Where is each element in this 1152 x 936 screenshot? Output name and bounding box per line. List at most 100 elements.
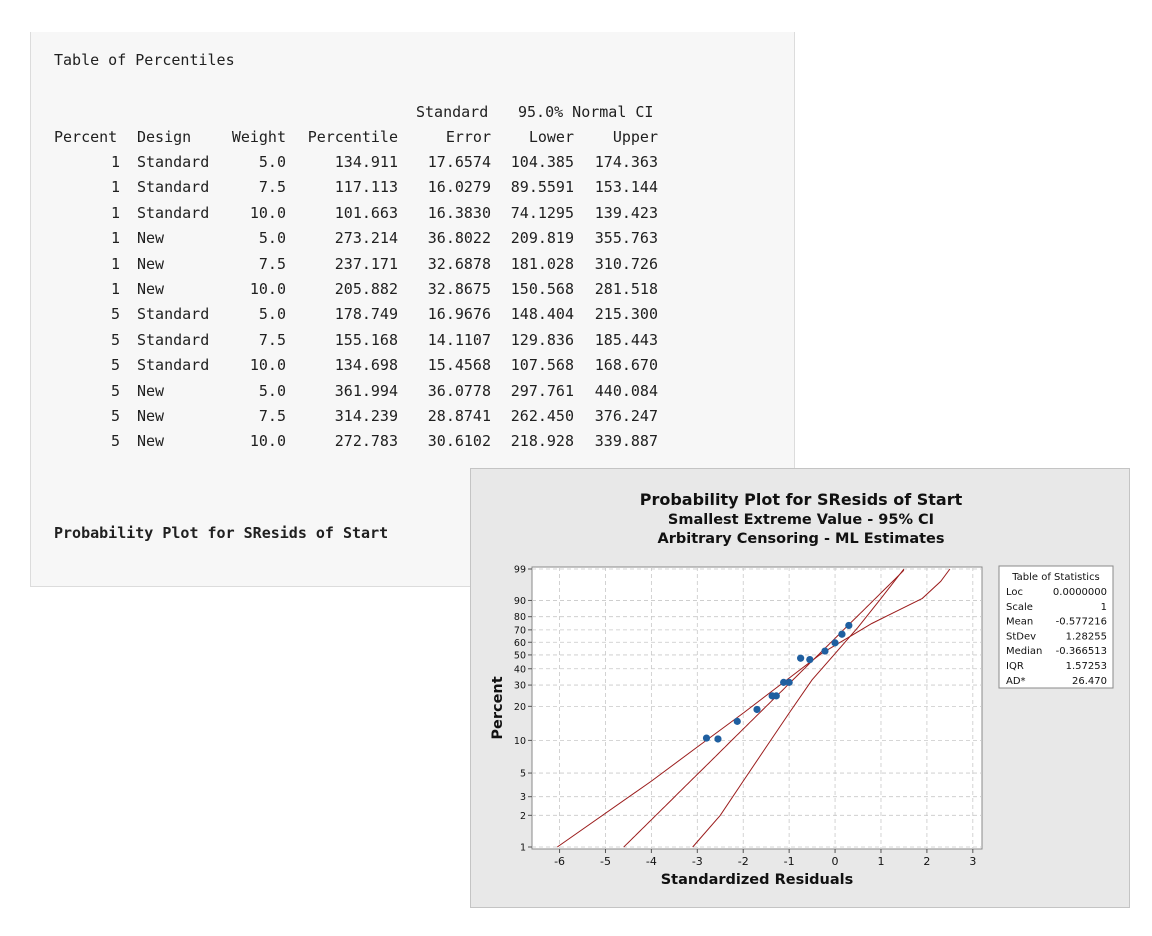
data-point xyxy=(702,734,711,742)
cell-percent: 5 xyxy=(110,432,120,451)
probability-plot: Probability Plot for SResids of Start Sm… xyxy=(490,490,1114,888)
statistics-title: Table of Statistics xyxy=(1011,572,1100,583)
y-tick-label: 2 xyxy=(520,811,526,822)
cell-error: 36.0778 xyxy=(427,381,491,400)
cell-error: 16.9676 xyxy=(427,305,491,324)
x-tick-label: -2 xyxy=(738,855,749,868)
cell-upper: 174.363 xyxy=(594,153,658,171)
col-header-lower: Lower xyxy=(528,128,574,146)
y-tick-label: 5 xyxy=(520,769,526,780)
cell-lower: 148.404 xyxy=(510,305,574,324)
statistic-value: -0.577216 xyxy=(1056,617,1107,628)
col-header-percent: Percent xyxy=(54,128,118,146)
header-ci: 95.0% Normal CI xyxy=(518,103,654,121)
grid-lines xyxy=(532,567,982,849)
x-tick-label: -4 xyxy=(646,855,657,868)
cell-weight: 5.0 xyxy=(258,305,286,324)
cell-design: New xyxy=(137,381,165,400)
statistic-value: -0.366513 xyxy=(1056,646,1107,657)
data-point xyxy=(753,705,761,714)
cell-percent: 1 xyxy=(110,153,120,171)
table-title: Table of Percentiles xyxy=(54,51,235,69)
cell-lower: 74.1295 xyxy=(510,203,574,222)
header-standard: Standard xyxy=(416,103,489,121)
cell-design: Standard xyxy=(137,356,210,375)
statistics-box xyxy=(998,565,1114,689)
statistic-label: IQR xyxy=(1006,661,1024,672)
cell-design: New xyxy=(137,254,165,273)
fitted-line xyxy=(623,569,905,848)
data-points xyxy=(702,621,853,743)
cell-percent: 5 xyxy=(110,330,120,349)
session-window: Table of Percentiles Standard 95.0% Norm… xyxy=(30,32,795,587)
cell-weight: 7.5 xyxy=(258,254,286,273)
cell-lower: 262.450 xyxy=(510,407,574,425)
cell-upper: 376.247 xyxy=(594,407,658,425)
cell-design: Standard xyxy=(137,305,210,324)
cell-weight: 5.0 xyxy=(258,381,286,400)
ci-band-lower xyxy=(557,568,951,848)
statistic-value: 1.57253 xyxy=(1066,661,1107,672)
statistic-value: 26.470 xyxy=(1072,676,1107,687)
ci-band-upper xyxy=(692,568,905,848)
statistic-label: StDev xyxy=(1006,631,1036,642)
x-tick-label: -3 xyxy=(692,855,703,868)
cell-percentile: 361.994 xyxy=(334,381,398,400)
x-axis-label: Standardized Residuals xyxy=(661,872,854,888)
statistic-label: Mean xyxy=(1006,617,1033,628)
cell-upper: 355.763 xyxy=(594,229,658,248)
y-tick-label: 90 xyxy=(514,596,526,607)
data-point xyxy=(772,692,780,700)
cell-upper: 440.084 xyxy=(594,381,658,400)
cell-weight: 7.5 xyxy=(258,407,286,425)
y-tick-label: 50 xyxy=(514,650,526,661)
cell-error: 16.3830 xyxy=(427,203,491,222)
statistic-label: Loc xyxy=(1006,587,1023,598)
cell-lower: 89.5591 xyxy=(510,178,574,197)
cell-percent: 1 xyxy=(110,203,120,222)
y-tick-label: 3 xyxy=(520,792,526,803)
cell-lower: 129.836 xyxy=(510,330,574,349)
cell-percent: 5 xyxy=(110,305,120,324)
cell-percentile: 314.239 xyxy=(334,407,398,425)
cell-percent: 5 xyxy=(110,356,120,375)
cell-design: New xyxy=(137,432,165,451)
cell-design: New xyxy=(137,229,165,248)
data-point xyxy=(797,654,805,662)
cell-error: 28.8741 xyxy=(427,407,491,425)
cell-weight: 10.0 xyxy=(249,432,286,451)
graph-window[interactable]: Probability Plot for SResids of Start Sm… xyxy=(470,468,1130,908)
cell-error: 16.0279 xyxy=(427,178,491,197)
cell-percent: 1 xyxy=(110,229,120,248)
cell-lower: 150.568 xyxy=(510,280,574,298)
cell-error: 15.4568 xyxy=(427,356,491,375)
data-point xyxy=(838,630,846,638)
cell-design: New xyxy=(137,280,165,298)
data-point xyxy=(831,639,839,647)
col-header-percentile: Percentile xyxy=(307,128,398,146)
y-tick-label: 1 xyxy=(520,843,526,854)
y-tick-label: 20 xyxy=(514,702,526,713)
cell-lower: 104.385 xyxy=(510,153,574,171)
cell-percent: 1 xyxy=(110,280,120,298)
cell-percentile: 205.882 xyxy=(334,280,398,298)
cell-design: Standard xyxy=(137,153,210,171)
cell-upper: 215.300 xyxy=(594,305,658,324)
cell-design: New xyxy=(137,407,165,425)
y-tick-label: 99 xyxy=(514,565,526,576)
cell-weight: 5.0 xyxy=(258,153,286,171)
data-point xyxy=(780,678,788,686)
statistic-value: 0.0000000 xyxy=(1053,587,1107,598)
statistic-label: Scale xyxy=(1006,602,1033,613)
graph-subtitle-distribution: Smallest Extreme Value - 95% CI xyxy=(668,512,934,528)
y-tick-label: 40 xyxy=(514,664,526,675)
cell-upper: 168.670 xyxy=(594,356,658,375)
statistic-value: 1 xyxy=(1101,602,1107,613)
y-axis-label: Percent xyxy=(490,676,506,739)
y-tick-label: 60 xyxy=(514,638,526,649)
cell-upper: 185.443 xyxy=(594,330,658,349)
cell-error: 14.1107 xyxy=(427,330,491,349)
x-tick-label: 2 xyxy=(923,855,930,868)
statistic-value: 1.28255 xyxy=(1066,631,1107,642)
y-tick-label: 30 xyxy=(514,681,526,692)
